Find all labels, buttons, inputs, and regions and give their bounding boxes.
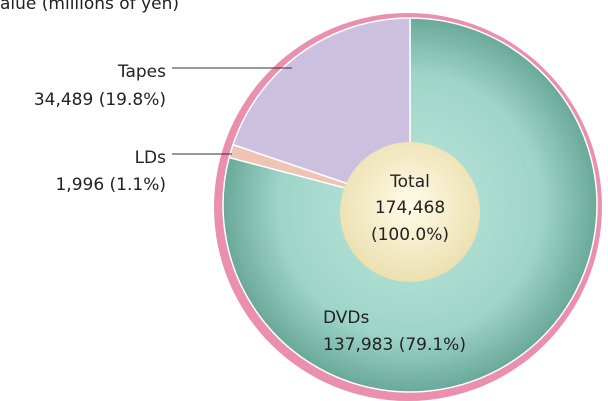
slice-label: DVDs xyxy=(323,308,370,328)
slice-label: LDs xyxy=(135,148,167,168)
slice-label: Tapes xyxy=(117,62,166,82)
center-label: Total xyxy=(389,172,430,192)
center-value: 174,468 xyxy=(375,198,445,218)
center-percent: (100.0%) xyxy=(371,225,449,245)
center-disc xyxy=(340,142,480,282)
slice-value: 1,996 (1.1%) xyxy=(55,175,166,195)
slice-value: 137,983 (79.1%) xyxy=(323,335,466,355)
chart-title: alue (millions of yen) xyxy=(0,0,179,14)
slice-value: 34,489 (19.8%) xyxy=(34,90,166,110)
